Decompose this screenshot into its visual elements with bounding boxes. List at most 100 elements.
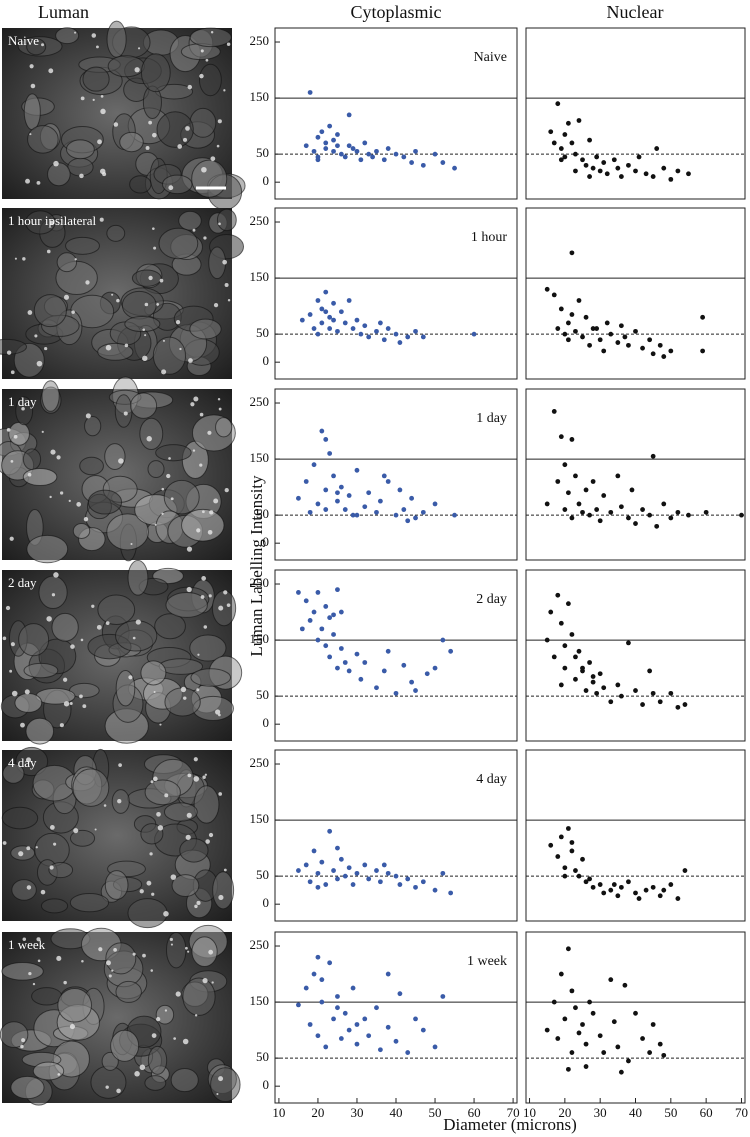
point: [636, 154, 642, 160]
point: [583, 1041, 589, 1047]
point: [569, 632, 575, 637]
cell: [22, 467, 58, 487]
point: [315, 954, 321, 960]
plot-frame: [274, 27, 518, 200]
point: [331, 473, 336, 479]
point: [440, 870, 446, 876]
point: [643, 887, 649, 893]
point: [323, 1044, 329, 1050]
point: [319, 428, 325, 434]
speck: [209, 510, 214, 515]
point: [633, 328, 638, 334]
column-title: Cytoplasmic: [351, 2, 442, 22]
cell: [110, 1029, 140, 1062]
speck: [142, 953, 146, 958]
point: [601, 348, 607, 354]
speck: [161, 512, 164, 515]
speck: [21, 406, 25, 411]
speck: [98, 947, 103, 952]
scatter-panel: 0 50 150 250 1 hour: [250, 207, 518, 380]
point: [315, 870, 321, 876]
point: [544, 637, 550, 643]
point: [682, 868, 688, 873]
cell: [90, 1065, 127, 1099]
cell: [210, 1067, 241, 1103]
point: [587, 174, 592, 179]
speck: [113, 122, 119, 127]
point: [420, 334, 426, 340]
point: [640, 702, 645, 707]
point: [601, 160, 607, 165]
point: [315, 1033, 321, 1039]
point: [583, 487, 589, 493]
speck: [205, 58, 209, 62]
point: [413, 515, 418, 521]
cell: [65, 139, 95, 160]
speck: [2, 841, 7, 845]
point: [604, 171, 610, 177]
point: [323, 437, 329, 442]
speck: [218, 222, 221, 226]
point: [307, 879, 313, 885]
speck: [175, 991, 181, 997]
point: [590, 884, 596, 890]
speck: [36, 180, 41, 185]
point: [303, 985, 309, 991]
point: [362, 1016, 368, 1022]
y-tick-label: 250: [250, 33, 270, 48]
point: [374, 868, 379, 873]
speck: [183, 696, 187, 700]
point: [413, 688, 418, 693]
speck: [74, 31, 77, 34]
point: [296, 590, 301, 595]
point: [590, 165, 596, 171]
speck: [36, 360, 43, 367]
speck: [201, 166, 207, 173]
point: [315, 501, 321, 507]
point: [405, 518, 411, 524]
speck: [203, 625, 208, 629]
cell: [38, 575, 68, 610]
micrographs: Naive 1 hour ipsilateral 1 day 2 day 4 day 1 …: [0, 20, 246, 1106]
speck: [199, 463, 203, 467]
point: [323, 140, 329, 146]
point: [354, 1041, 360, 1047]
point: [576, 1030, 582, 1036]
point: [350, 985, 356, 991]
speck: [124, 343, 129, 348]
point: [311, 462, 317, 468]
speck: [192, 228, 196, 232]
point: [618, 884, 624, 890]
point: [562, 132, 568, 137]
speck: [170, 497, 174, 501]
speck: [85, 413, 91, 419]
point: [562, 1016, 568, 1022]
speck: [96, 45, 99, 49]
speck: [180, 686, 187, 693]
point: [650, 174, 656, 179]
speck: [10, 370, 15, 375]
point: [668, 882, 674, 887]
point: [338, 309, 344, 315]
point: [331, 148, 336, 154]
plot-frame: [274, 388, 518, 561]
speck: [150, 969, 154, 972]
speck: [63, 980, 67, 985]
point: [661, 165, 667, 171]
point: [647, 668, 653, 674]
speck: [49, 825, 55, 830]
speck: [222, 259, 227, 265]
scatter-panel: [525, 27, 746, 200]
point: [362, 660, 368, 665]
scatter-panel: [525, 569, 746, 742]
point: [381, 668, 387, 674]
cell: [129, 175, 152, 194]
point: [432, 1044, 438, 1050]
speck: [100, 95, 104, 98]
speck: [81, 960, 84, 963]
cell: [181, 508, 225, 542]
scatter-panel: [525, 388, 746, 561]
speck: [30, 83, 36, 89]
point: [315, 884, 321, 890]
point: [608, 887, 614, 893]
